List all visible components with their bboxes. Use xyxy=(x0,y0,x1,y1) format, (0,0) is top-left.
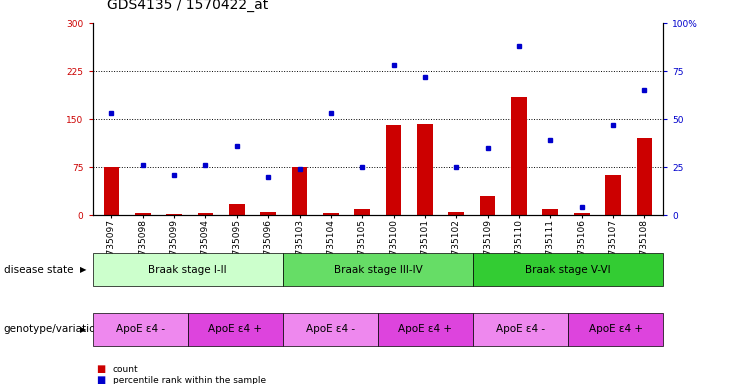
Bar xyxy=(637,138,652,215)
Bar xyxy=(260,212,276,215)
Bar xyxy=(386,126,402,215)
Text: ▶: ▶ xyxy=(80,265,87,274)
Text: count: count xyxy=(113,365,139,374)
Text: GDS4135 / 1570422_at: GDS4135 / 1570422_at xyxy=(107,0,269,12)
Text: ApoE ε4 -: ApoE ε4 - xyxy=(116,324,165,334)
Text: ApoE ε4 +: ApoE ε4 + xyxy=(588,324,642,334)
Bar xyxy=(104,167,119,215)
Text: disease state: disease state xyxy=(4,265,73,275)
Bar xyxy=(292,167,308,215)
Bar xyxy=(166,214,182,215)
Text: ApoE ε4 -: ApoE ε4 - xyxy=(306,324,355,334)
Text: ApoE ε4 -: ApoE ε4 - xyxy=(496,324,545,334)
Text: ▶: ▶ xyxy=(80,325,87,334)
Text: ApoE ε4 +: ApoE ε4 + xyxy=(399,324,453,334)
Bar xyxy=(511,97,527,215)
Bar xyxy=(198,213,213,215)
Bar xyxy=(229,204,245,215)
Text: ApoE ε4 +: ApoE ε4 + xyxy=(208,324,262,334)
Text: percentile rank within the sample: percentile rank within the sample xyxy=(113,376,266,384)
Bar xyxy=(323,213,339,215)
Text: ■: ■ xyxy=(96,364,105,374)
Bar xyxy=(448,212,464,215)
Bar xyxy=(354,209,370,215)
Bar xyxy=(574,213,590,215)
Bar xyxy=(542,209,558,215)
Bar xyxy=(480,196,496,215)
Bar xyxy=(135,213,150,215)
Text: Braak stage I-II: Braak stage I-II xyxy=(148,265,227,275)
Bar xyxy=(605,175,621,215)
Text: genotype/variation: genotype/variation xyxy=(4,324,103,334)
Text: ■: ■ xyxy=(96,375,105,384)
Text: Braak stage V-VI: Braak stage V-VI xyxy=(525,265,611,275)
Text: Braak stage III-IV: Braak stage III-IV xyxy=(333,265,422,275)
Bar xyxy=(417,124,433,215)
